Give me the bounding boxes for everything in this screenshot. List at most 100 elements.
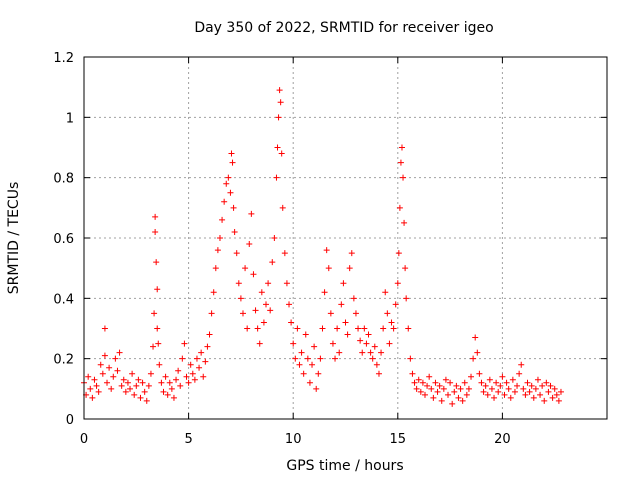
data-point — [476, 370, 483, 377]
axis-ticks: 0 5 10 15 20 0 0.2 0.4 0.6 0.8 1 1.2 — [53, 51, 607, 447]
data-point — [346, 265, 353, 272]
data-point — [279, 204, 286, 211]
data-point — [153, 259, 160, 266]
data-point — [239, 310, 246, 317]
data-point — [242, 265, 249, 272]
data-point — [549, 394, 556, 401]
data-point — [319, 325, 326, 332]
data-point — [315, 370, 322, 377]
x-axis-label: GPS time / hours — [286, 458, 403, 474]
data-point — [468, 373, 475, 380]
data-point — [225, 174, 232, 181]
data-point — [459, 397, 466, 404]
data-point — [449, 400, 456, 407]
data-point — [455, 394, 462, 401]
x-tick-label: 10 — [285, 432, 302, 447]
data-point — [183, 373, 190, 380]
data-point — [124, 379, 131, 386]
data-point — [168, 385, 175, 392]
data-point — [131, 391, 138, 398]
data-point — [200, 373, 207, 380]
data-point — [95, 388, 102, 395]
data-point — [179, 355, 186, 362]
data-point — [325, 265, 332, 272]
data-point — [237, 295, 244, 302]
data-point — [505, 385, 512, 392]
data-point — [271, 235, 278, 241]
data-point — [122, 388, 129, 395]
data-point — [191, 376, 198, 383]
data-point — [321, 289, 328, 296]
data-point — [463, 391, 470, 398]
data-point — [233, 250, 240, 257]
data-point — [145, 382, 152, 389]
chart-title: Day 350 of 2022, SRMTID for receiver ige… — [194, 20, 493, 36]
data-point — [442, 376, 449, 383]
data-point — [263, 301, 270, 308]
data-point — [373, 361, 380, 368]
data-point — [503, 379, 510, 386]
data-point — [367, 349, 374, 356]
data-point — [210, 289, 217, 296]
data-point — [110, 373, 117, 380]
y-tick-label: 0.4 — [53, 292, 74, 307]
data-point — [133, 382, 140, 389]
data-point — [386, 340, 393, 347]
data-point — [208, 310, 215, 317]
data-point — [555, 397, 562, 404]
data-point — [300, 370, 307, 377]
data-point — [363, 340, 370, 347]
x-tick-label: 20 — [494, 432, 511, 447]
y-tick-label: 0 — [66, 413, 74, 428]
data-point — [413, 385, 420, 392]
data-point — [101, 352, 108, 359]
data-point — [150, 343, 157, 350]
data-point — [380, 325, 387, 332]
data-point — [235, 280, 242, 287]
data-point — [278, 150, 285, 157]
data-point — [129, 370, 136, 377]
data-point — [424, 382, 431, 389]
data-point — [375, 370, 382, 377]
data-point — [352, 310, 359, 317]
data-point — [382, 289, 389, 296]
data-point — [269, 259, 276, 266]
data-point — [400, 174, 407, 181]
data-point — [551, 385, 558, 392]
data-point — [392, 301, 399, 308]
data-point — [274, 144, 281, 151]
data-point — [453, 382, 460, 389]
data-point — [434, 388, 441, 395]
data-point — [219, 216, 226, 223]
data-point — [254, 325, 261, 332]
data-point — [388, 319, 395, 326]
data-point — [228, 150, 235, 157]
data-point — [277, 99, 284, 106]
data-point — [227, 189, 234, 196]
data-point — [507, 394, 514, 401]
data-point — [288, 319, 295, 326]
data-point — [283, 280, 290, 287]
data-point — [204, 343, 211, 350]
data-point — [118, 382, 125, 389]
data-point — [461, 379, 468, 386]
data-point — [246, 241, 253, 248]
data-point — [547, 382, 554, 389]
data-point — [426, 373, 433, 380]
data-point — [275, 114, 282, 121]
data-point — [361, 325, 368, 332]
data-point — [294, 325, 301, 332]
data-point — [265, 280, 272, 287]
data-point — [407, 355, 414, 362]
grid — [84, 57, 607, 419]
data-point — [317, 355, 324, 362]
data-point — [248, 210, 255, 217]
data-point — [273, 174, 280, 181]
y-tick-label: 1.2 — [53, 51, 74, 66]
data-point — [474, 349, 481, 356]
data-point — [509, 376, 516, 383]
data-point — [141, 388, 148, 395]
data-point — [267, 307, 274, 314]
data-point — [202, 358, 209, 365]
data-point — [256, 340, 263, 347]
